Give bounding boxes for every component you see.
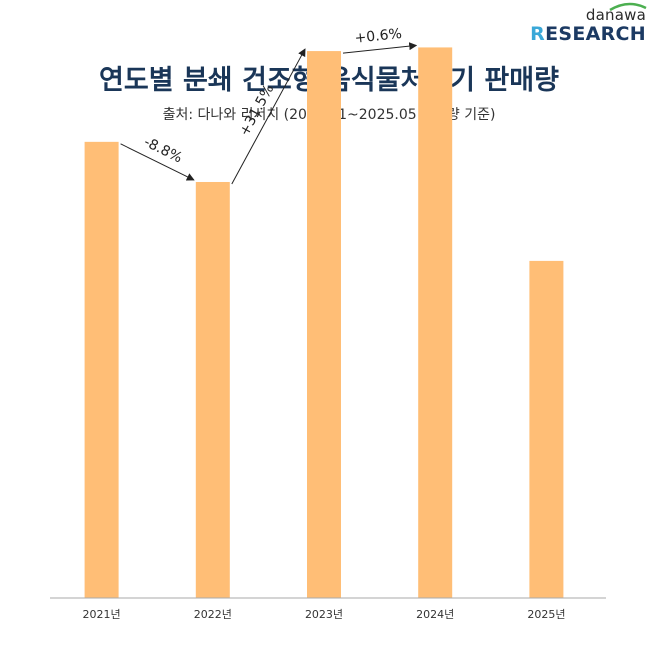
bar-2023년 — [307, 51, 341, 599]
brand-logo: danawa RESEARCH — [530, 2, 647, 45]
logo-wordmark: danawa — [530, 2, 647, 24]
logo-research: RESEARCH — [530, 23, 646, 45]
x-tick-label: 2021년 — [83, 608, 121, 621]
change-arrow — [231, 48, 306, 185]
change-arrow — [120, 143, 195, 181]
x-tick-label: 2022년 — [194, 608, 232, 621]
bar-2021년 — [84, 141, 119, 598]
logo-swoosh-icon — [609, 2, 647, 11]
change-label: -8.8% — [141, 134, 185, 166]
change-arrow — [342, 42, 418, 54]
x-tick-label: 2023년 — [305, 608, 343, 621]
x-tick-label: 2024년 — [416, 608, 454, 621]
bar-2024년 — [418, 47, 453, 599]
change-label: +0.6% — [354, 26, 403, 47]
bar-2022년 — [195, 181, 230, 599]
bar-2025년 — [529, 260, 564, 598]
x-tick-label: 2025년 — [527, 608, 565, 621]
